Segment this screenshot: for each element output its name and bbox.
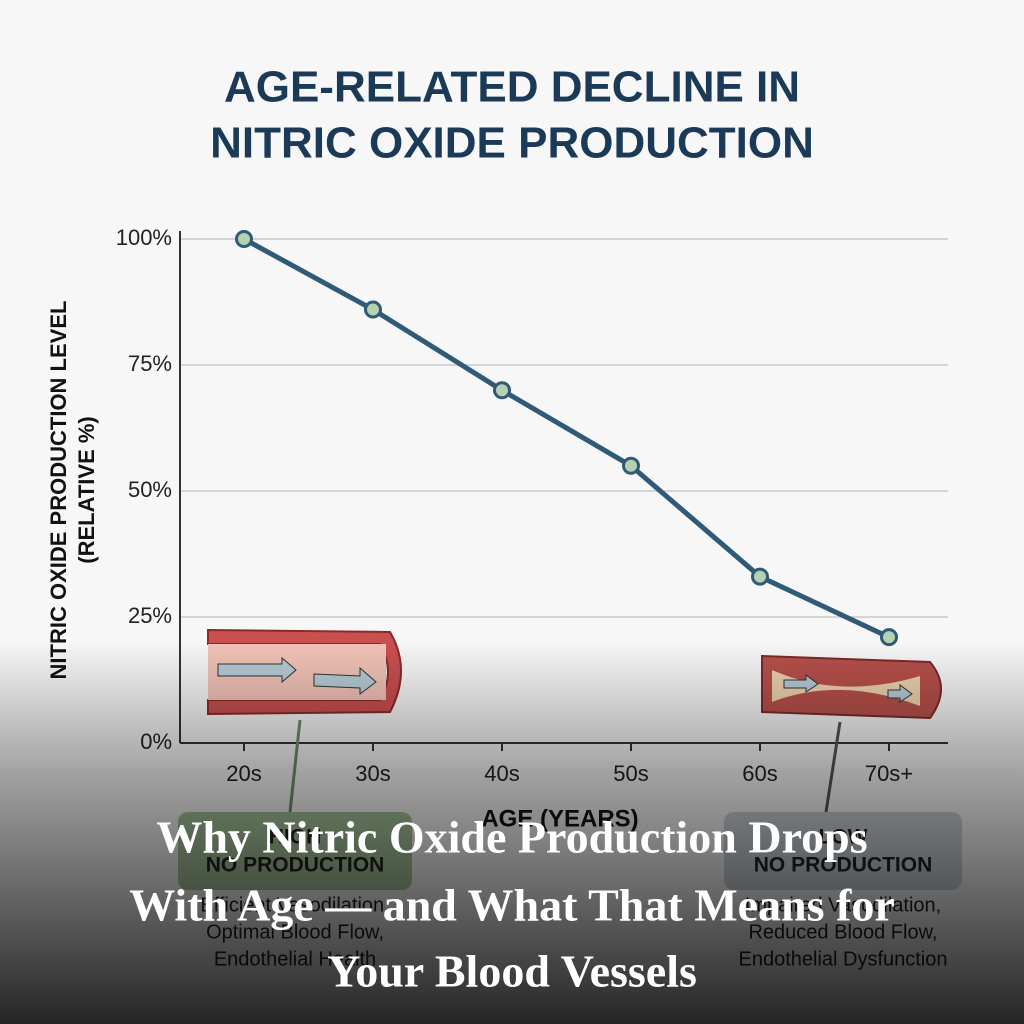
y-axis-label: NITRIC OXIDE PRODUCTION LEVEL — [46, 301, 71, 680]
data-point — [622, 456, 640, 475]
caption-line: Your Blood Vessels — [327, 946, 697, 997]
data-point — [493, 381, 511, 400]
y-axis-label: NITRIC OXIDE PRODUCTION LEVEL (RELATIVE … — [46, 301, 99, 680]
caption-line: Why Nitric Oxide Production Drops — [156, 812, 867, 863]
chart-title: NITRIC OXIDE PRODUCTION — [210, 119, 814, 168]
y-axis-label: (RELATIVE %) — [74, 416, 99, 563]
y-tick-label: 50% — [128, 477, 172, 502]
data-point — [235, 230, 253, 248]
chart-title: AGE-RELATED DECLINE IN — [224, 63, 800, 112]
y-tick-label: 25% — [128, 603, 172, 628]
data-line — [242, 236, 891, 640]
data-point — [364, 300, 382, 319]
y-tick-label: 75% — [128, 351, 172, 376]
data-point — [751, 567, 769, 586]
caption: Why Nitric Oxide Production Drops With A… — [129, 812, 895, 997]
y-tick-label: 100% — [116, 225, 172, 250]
caption-shade — [0, 640, 1024, 1024]
caption-line: With Age — and What That Means for — [129, 880, 895, 931]
